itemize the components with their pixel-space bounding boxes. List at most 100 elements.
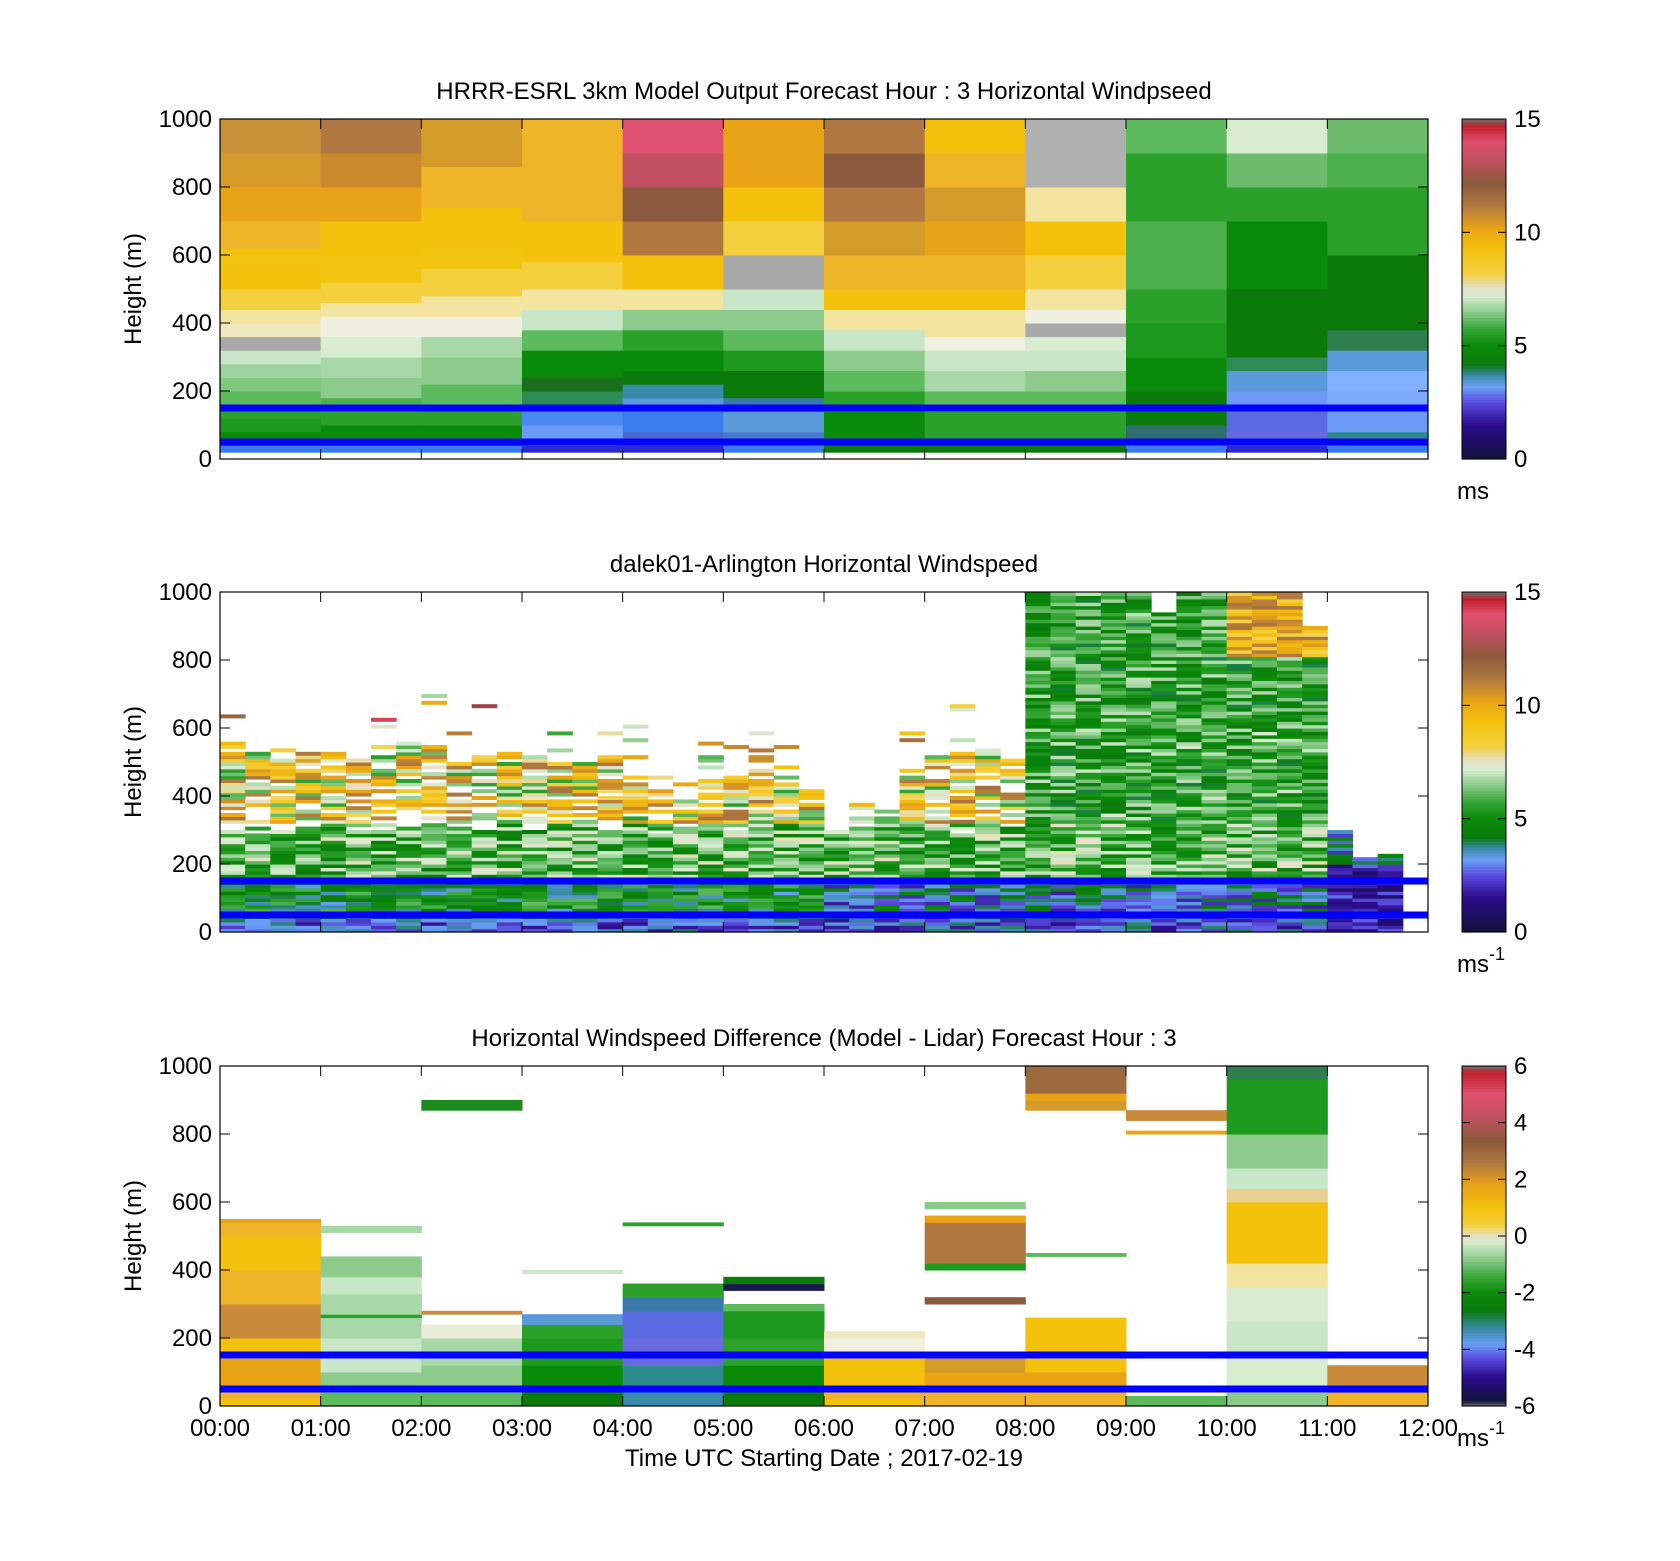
colorbar-segment (1462, 1190, 1506, 1195)
heatmap-cell (773, 891, 800, 896)
heatmap-cell (698, 908, 724, 913)
heatmap-cell (773, 826, 800, 831)
heatmap-cell (723, 221, 825, 256)
heatmap-cell (798, 806, 825, 811)
heatmap-cell (1277, 796, 1303, 800)
heatmap-cell (1100, 649, 1127, 654)
colorbar-segment (1462, 881, 1506, 885)
heatmap-cell (1000, 928, 1026, 933)
heatmap-cell (949, 908, 976, 913)
heatmap-cell (496, 860, 523, 865)
heatmap-cell (1050, 745, 1077, 749)
heatmap-cell (1176, 755, 1202, 760)
heatmap-cell (647, 884, 674, 889)
heatmap-cell (320, 867, 347, 872)
heatmap-cell (1151, 796, 1177, 800)
heatmap-cell (899, 833, 926, 838)
colorbar-segment (1462, 835, 1506, 840)
heatmap-cell (949, 904, 976, 909)
heatmap-cell (1025, 796, 1051, 800)
heatmap-cell (673, 857, 699, 862)
heatmap-cell (496, 884, 523, 889)
heatmap-cell (220, 768, 246, 773)
heatmap-cell (572, 901, 598, 906)
heatmap-cell (1327, 860, 1353, 865)
heatmap-cell (1176, 741, 1202, 746)
heatmap-cell (1151, 830, 1177, 834)
heatmap-cell (1277, 660, 1303, 664)
heatmap-cell (1151, 857, 1177, 862)
heatmap-cell (1302, 694, 1328, 698)
heatmap-cell (1100, 782, 1127, 787)
heatmap-cell (220, 221, 322, 249)
heatmap-cell (1025, 806, 1051, 811)
heatmap-cell (1251, 840, 1278, 845)
heatmap-cell (1176, 649, 1202, 654)
heatmap-cell (773, 898, 800, 902)
heatmap-cell (396, 826, 422, 831)
heatmap-cell (1277, 833, 1303, 838)
heatmap-cell (1100, 629, 1127, 634)
colorbar-segment (1462, 747, 1506, 752)
heatmap-cell (245, 867, 271, 872)
heatmap-cell (1352, 860, 1379, 865)
heatmap-cell (1277, 748, 1303, 753)
heatmap-cell (1151, 626, 1177, 630)
heatmap-cell (1302, 789, 1328, 794)
heatmap-cell (220, 921, 246, 926)
heatmap-cell (1226, 864, 1253, 868)
heatmap-cell (421, 840, 447, 845)
heatmap-cell (522, 1324, 624, 1339)
heatmap-cell (1176, 643, 1202, 647)
heatmap-cell (1126, 615, 1152, 620)
heatmap-cell (748, 840, 775, 845)
heatmap-cell (975, 751, 1001, 756)
heatmap-cell (1251, 646, 1278, 651)
heatmap-cell (1050, 775, 1077, 780)
heatmap-cell (597, 789, 624, 794)
heatmap-cell (547, 765, 573, 770)
colorbar-segment (1462, 357, 1506, 361)
heatmap-cell (572, 843, 598, 848)
heatmap-cell (1000, 802, 1026, 807)
heatmap-cell (547, 887, 573, 892)
heatmap-cell (320, 904, 347, 909)
heatmap-cell (471, 857, 498, 862)
colorbar-segment (1462, 770, 1506, 774)
heatmap-cell (1302, 792, 1328, 797)
heatmap-cell (547, 782, 573, 787)
heatmap-cell (773, 853, 800, 858)
heatmap-cell (1377, 853, 1404, 858)
heatmap-cell (220, 1399, 322, 1407)
heatmap-cell (1277, 636, 1303, 641)
heatmap-cell (522, 261, 624, 290)
y-tick-label: 1000 (159, 106, 212, 133)
heatmap-cell (1075, 768, 1102, 773)
heatmap-cell (1126, 656, 1152, 661)
colorbar-segment (1462, 1142, 1506, 1146)
heatmap-cell (446, 847, 473, 851)
colorbar-segment (1462, 1125, 1506, 1129)
heatmap-cell (1151, 629, 1177, 634)
colorbar-segment (1462, 1329, 1506, 1333)
heatmap-cell (1176, 870, 1202, 875)
heatmap-cell (245, 833, 271, 838)
heatmap-cell (1151, 728, 1177, 732)
heatmap-cell (1100, 792, 1127, 797)
heatmap-cell (622, 1283, 724, 1298)
heatmap-cell (446, 830, 473, 834)
heatmap-cell (622, 289, 724, 310)
heatmap-cell (270, 816, 296, 821)
heatmap-cell (1126, 673, 1152, 678)
heatmap-cell (220, 268, 322, 290)
heatmap-cell (496, 813, 523, 817)
heatmap-cell (1126, 843, 1152, 848)
heatmap-cell (1151, 772, 1177, 777)
heatmap-cell (1025, 816, 1051, 821)
heatmap-cell (295, 908, 322, 913)
heatmap-cell (773, 796, 800, 800)
heatmap-cell (1226, 925, 1253, 930)
heatmap-cell (320, 823, 347, 828)
heatmap-cell (220, 847, 246, 851)
heatmap-cell (1201, 908, 1228, 913)
